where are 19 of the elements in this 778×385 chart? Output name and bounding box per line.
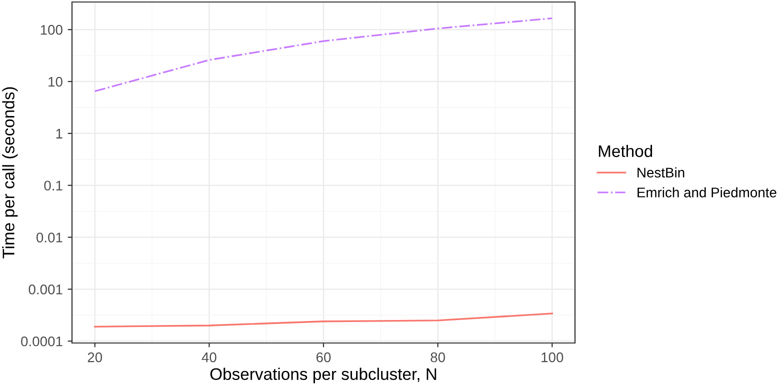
line-series <box>94 312 553 328</box>
y-axis-title: Time per call (seconds) <box>2 87 18 258</box>
line-series <box>94 17 553 92</box>
x-axis-title: Observations per subcluster, N <box>210 368 436 384</box>
y-tick-label: 0.01 <box>36 232 62 242</box>
y-tick-label: 1 <box>56 128 62 138</box>
y-tick-label: 100 <box>40 24 62 35</box>
x-tick-label: 20 <box>88 352 102 362</box>
y-tick-label: 0.1 <box>44 180 62 191</box>
legend-label: NestBin <box>638 167 684 178</box>
x-tick-label: 60 <box>316 352 331 362</box>
x-tick-label: 40 <box>202 352 216 362</box>
x-tick-label: 80 <box>430 352 445 362</box>
y-tick-label: 0.0001 <box>21 336 62 346</box>
x-tick-label: 100 <box>542 352 564 362</box>
legend-title: Method <box>598 144 652 158</box>
legend-label: Emrich and Piedmonte <box>638 187 776 198</box>
y-tick-label: 0.001 <box>28 284 62 294</box>
y-tick-label: 10 <box>48 76 62 87</box>
